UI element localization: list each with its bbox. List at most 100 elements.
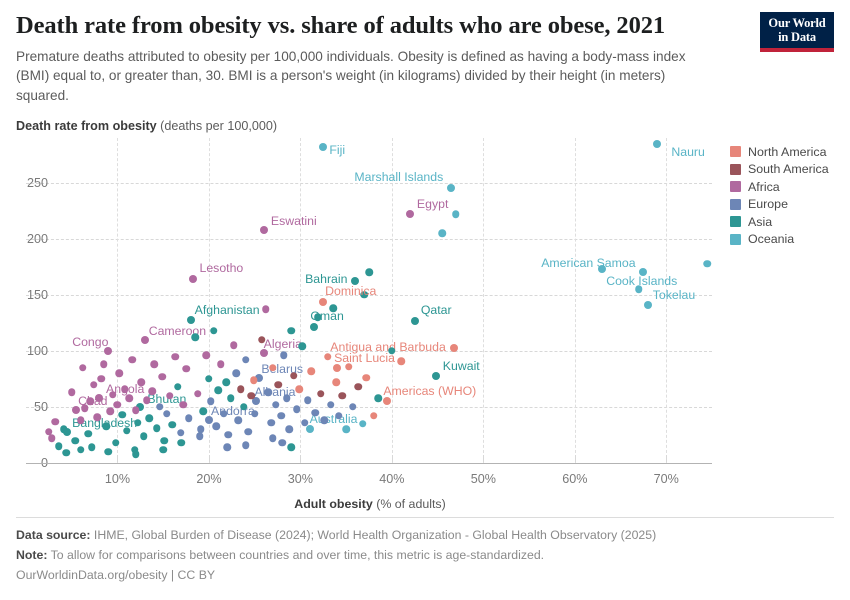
data-point-albania[interactable] bbox=[252, 397, 261, 406]
data-point[interactable] bbox=[345, 362, 353, 371]
data-point[interactable] bbox=[145, 414, 154, 422]
data-point[interactable] bbox=[237, 385, 245, 393]
data-point[interactable] bbox=[121, 385, 129, 393]
data-point[interactable] bbox=[55, 442, 63, 450]
data-point[interactable] bbox=[158, 372, 167, 381]
data-point-bhutan[interactable] bbox=[136, 402, 145, 411]
data-point-algeria[interactable] bbox=[259, 349, 268, 358]
owid-logo[interactable]: Our World in Data bbox=[760, 12, 834, 52]
data-point[interactable] bbox=[360, 291, 369, 299]
data-point[interactable] bbox=[365, 268, 373, 277]
data-point[interactable] bbox=[335, 412, 343, 420]
data-point[interactable] bbox=[292, 405, 301, 413]
data-point[interactable] bbox=[159, 445, 167, 454]
data-point[interactable] bbox=[109, 390, 117, 399]
data-point[interactable] bbox=[285, 425, 294, 434]
data-point[interactable] bbox=[182, 365, 190, 373]
data-point[interactable] bbox=[258, 335, 266, 344]
data-point-kuwait[interactable] bbox=[431, 371, 440, 380]
data-point[interactable] bbox=[354, 383, 362, 391]
data-point[interactable] bbox=[247, 392, 255, 400]
data-point[interactable] bbox=[374, 394, 382, 402]
data-point-belarus[interactable] bbox=[255, 373, 264, 382]
data-point[interactable] bbox=[635, 285, 643, 294]
data-point-eswatini[interactable] bbox=[259, 225, 268, 234]
data-point[interactable] bbox=[59, 425, 68, 434]
data-point-american-samoa[interactable] bbox=[639, 268, 648, 277]
data-point[interactable] bbox=[163, 409, 171, 418]
data-point[interactable] bbox=[314, 313, 322, 322]
data-point[interactable] bbox=[168, 421, 177, 429]
data-point[interactable] bbox=[214, 386, 222, 394]
data-point[interactable] bbox=[301, 418, 309, 427]
data-point[interactable] bbox=[148, 387, 156, 396]
data-point[interactable] bbox=[132, 406, 140, 415]
data-point[interactable] bbox=[290, 371, 298, 380]
data-point[interactable] bbox=[269, 434, 277, 443]
data-point[interactable] bbox=[205, 375, 213, 383]
data-point[interactable] bbox=[234, 416, 242, 425]
data-point[interactable] bbox=[274, 380, 283, 389]
data-point[interactable] bbox=[326, 400, 335, 409]
data-point[interactable] bbox=[241, 441, 250, 449]
data-point[interactable] bbox=[106, 407, 114, 416]
data-point[interactable] bbox=[332, 378, 340, 387]
data-point[interactable] bbox=[45, 427, 53, 436]
data-point[interactable] bbox=[177, 439, 186, 447]
data-point-qatar[interactable] bbox=[410, 316, 419, 325]
data-point-andorra[interactable] bbox=[204, 416, 213, 425]
data-point[interactable] bbox=[241, 356, 250, 364]
data-point[interactable] bbox=[191, 333, 199, 342]
data-point-egypt[interactable] bbox=[406, 210, 415, 219]
legend-item-europe[interactable]: Europe bbox=[730, 196, 846, 214]
data-point[interactable] bbox=[212, 422, 220, 430]
data-point[interactable] bbox=[267, 418, 275, 427]
data-point[interactable] bbox=[303, 396, 312, 404]
data-point[interactable] bbox=[224, 431, 232, 439]
data-point[interactable] bbox=[196, 432, 204, 440]
data-point[interactable] bbox=[362, 374, 370, 382]
data-point[interactable] bbox=[111, 439, 120, 447]
legend-item-africa[interactable]: Africa bbox=[730, 178, 846, 196]
data-point[interactable] bbox=[102, 422, 111, 430]
data-point[interactable] bbox=[80, 404, 89, 412]
data-point[interactable] bbox=[113, 400, 122, 409]
data-point[interactable] bbox=[452, 210, 460, 218]
legend-item-asia[interactable]: Asia bbox=[730, 213, 846, 231]
data-point[interactable] bbox=[271, 400, 280, 409]
data-point[interactable] bbox=[93, 413, 102, 421]
data-point[interactable] bbox=[244, 427, 252, 436]
data-point[interactable] bbox=[438, 229, 446, 237]
data-point[interactable] bbox=[171, 352, 179, 361]
data-point[interactable] bbox=[278, 439, 286, 447]
data-point[interactable] bbox=[174, 383, 182, 391]
data-point[interactable] bbox=[324, 352, 332, 361]
data-point[interactable] bbox=[165, 392, 174, 400]
data-point[interactable] bbox=[118, 411, 126, 419]
data-point-marshall-islands[interactable] bbox=[447, 184, 456, 193]
data-point-saint-lucia[interactable] bbox=[332, 363, 341, 372]
data-point[interactable] bbox=[77, 445, 85, 454]
data-point[interactable] bbox=[307, 367, 316, 375]
data-point[interactable] bbox=[196, 425, 205, 434]
data-point[interactable] bbox=[369, 412, 378, 420]
data-point[interactable] bbox=[223, 443, 231, 452]
data-point[interactable] bbox=[140, 432, 148, 440]
data-point[interactable] bbox=[142, 396, 151, 404]
data-point[interactable] bbox=[222, 378, 231, 387]
data-point-australia[interactable] bbox=[305, 425, 314, 434]
data-point[interactable] bbox=[89, 380, 98, 389]
data-point[interactable] bbox=[47, 434, 56, 443]
data-point[interactable] bbox=[199, 407, 208, 416]
data-point[interactable] bbox=[311, 408, 319, 417]
data-point-oman[interactable] bbox=[310, 323, 319, 332]
data-point-fiji[interactable] bbox=[319, 142, 328, 151]
data-point[interactable] bbox=[232, 369, 241, 378]
data-point[interactable] bbox=[128, 356, 136, 364]
data-point[interactable] bbox=[397, 357, 405, 365]
data-point[interactable] bbox=[160, 436, 168, 445]
data-point[interactable] bbox=[287, 327, 295, 335]
data-point[interactable] bbox=[67, 388, 76, 397]
data-point[interactable] bbox=[261, 305, 270, 314]
data-point[interactable] bbox=[179, 400, 188, 409]
